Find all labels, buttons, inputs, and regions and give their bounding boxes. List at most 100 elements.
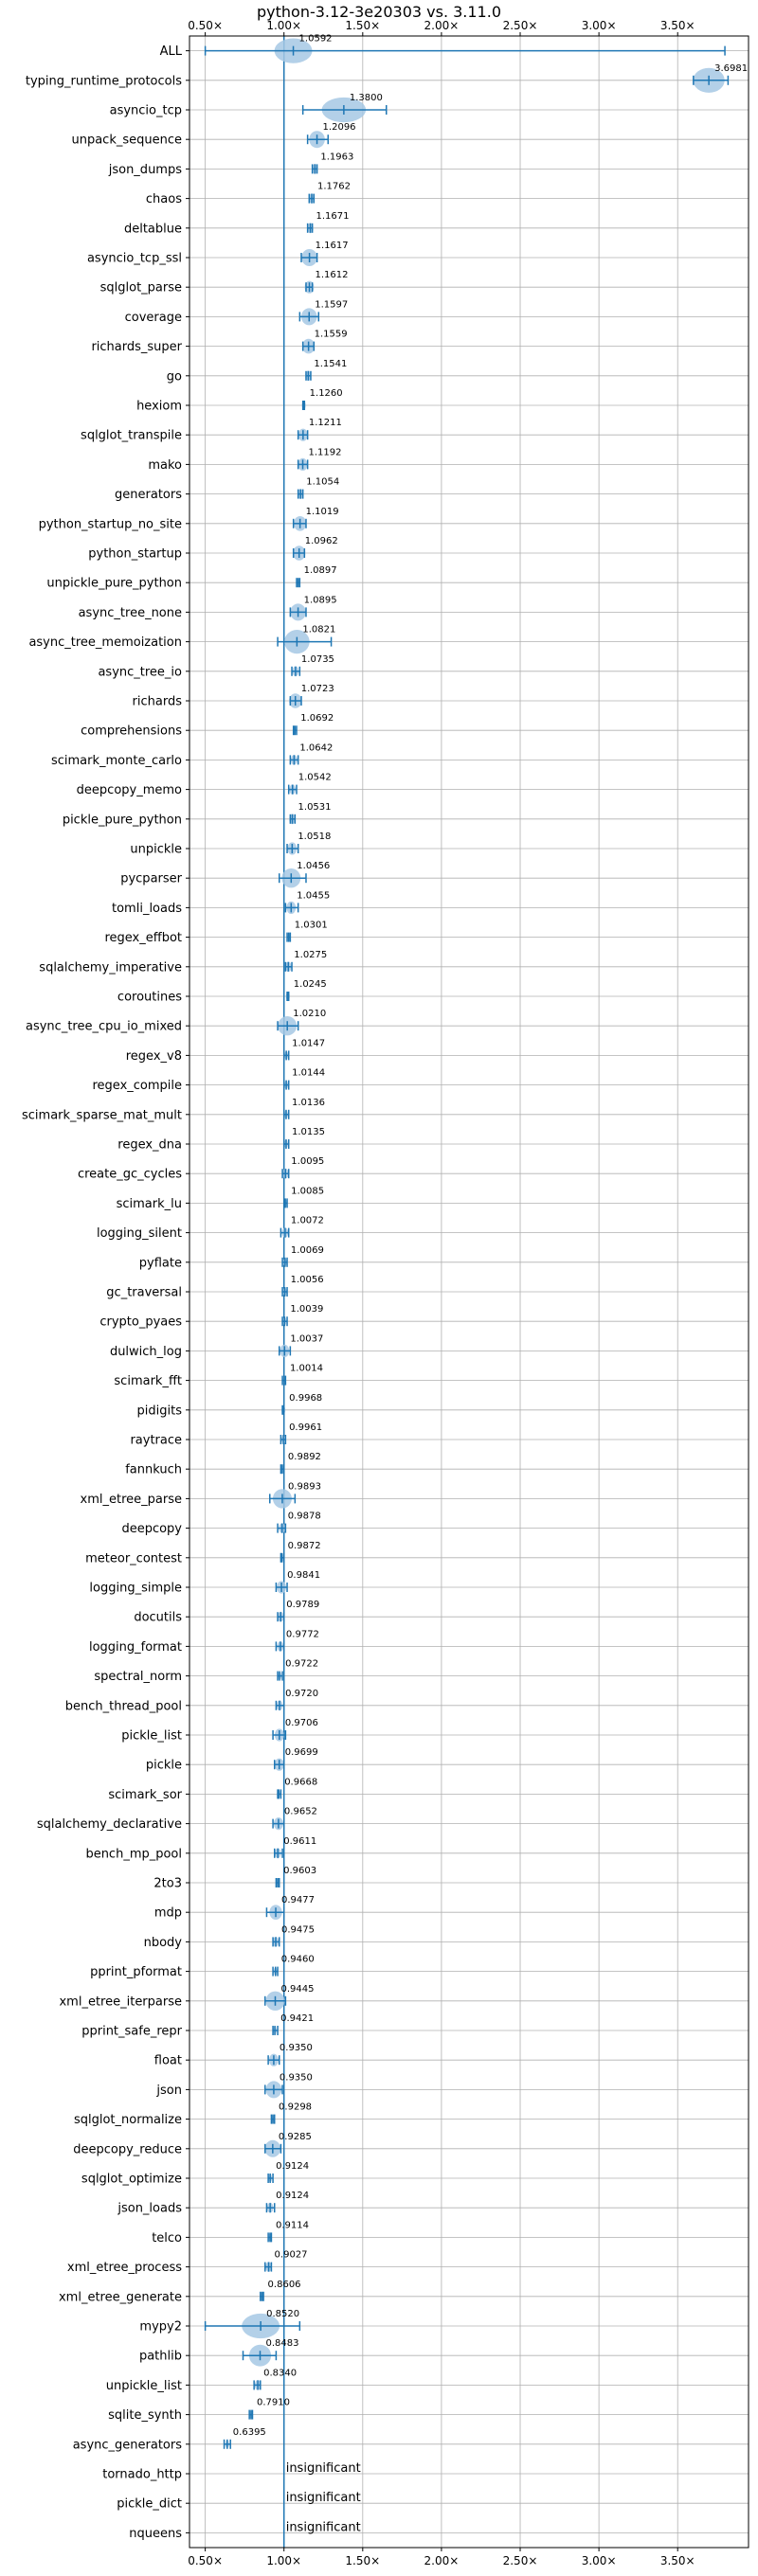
value-label: 1.1211 — [309, 418, 342, 428]
category-label: telco — [152, 2231, 182, 2245]
category-label: regex_compile — [92, 1079, 182, 1093]
category-label: richards — [133, 695, 183, 709]
category-label: tomli_loads — [112, 902, 182, 916]
value-label: 1.1054 — [306, 477, 339, 488]
insignificant-label: insignificant — [286, 2520, 361, 2534]
value-label: 0.9475 — [281, 1924, 315, 1935]
category-label: async_tree_cpu_io_mixed — [26, 1020, 182, 1034]
category-label: xml_etree_parse — [81, 1493, 182, 1507]
category-label: logging_simple — [89, 1582, 182, 1596]
value-label: 1.0072 — [291, 1216, 324, 1226]
value-label: 1.1612 — [316, 270, 349, 280]
value-label: 1.0069 — [291, 1245, 324, 1256]
x-tick-label-bottom: 3.00× — [582, 2554, 617, 2567]
value-label: 0.9841 — [287, 1570, 320, 1581]
value-label: 1.0039 — [290, 1304, 323, 1315]
value-label: 1.0037 — [290, 1333, 323, 1344]
category-label: crypto_pyaes — [99, 1315, 182, 1330]
category-label: regex_effbot — [104, 931, 182, 945]
category-label: typing_runtime_protocols — [26, 74, 182, 88]
category-label: nqueens — [129, 2527, 182, 2541]
category-label: asyncio_tcp — [110, 104, 182, 118]
value-label: 1.1019 — [306, 507, 339, 517]
x-tick-label-top: 2.50× — [503, 19, 538, 32]
category-label: pickle_dict — [117, 2497, 182, 2512]
category-label: xml_etree_process — [67, 2261, 182, 2275]
category-label: scimark_lu — [117, 1197, 182, 1211]
x-tick-label-bottom: 3.50× — [660, 2554, 695, 2567]
x-tick-label-bottom: 2.00× — [424, 2554, 460, 2567]
value-label: 0.9893 — [288, 1481, 321, 1492]
value-label: 1.2096 — [323, 122, 356, 133]
category-label: mypy2 — [139, 2320, 182, 2334]
value-label: 0.8520 — [266, 2309, 299, 2319]
value-label: 1.1617 — [316, 241, 349, 251]
value-label: 0.8340 — [263, 2368, 297, 2378]
value-label: 1.0642 — [299, 742, 333, 753]
x-tick-label-bottom: 2.50× — [503, 2554, 538, 2567]
category-label: scimark_sparse_mat_mult — [22, 1108, 182, 1122]
grid-layer — [190, 36, 749, 2548]
category-label: coverage — [125, 311, 182, 325]
value-label: 1.0245 — [294, 979, 327, 990]
category-label: go — [167, 369, 182, 384]
x-tick-label-bottom: 1.00× — [266, 2554, 301, 2567]
category-label: sqlglot_optimize — [81, 2173, 182, 2187]
value-label: 1.1597 — [315, 299, 348, 310]
value-label: 1.1260 — [310, 388, 343, 399]
value-label: 1.0014 — [290, 1364, 323, 1374]
category-label: create_gc_cycles — [78, 1168, 182, 1182]
category-label: async_tree_none — [79, 606, 182, 620]
value-label: 0.9878 — [288, 1512, 321, 1522]
x-tick-label-top: 3.00× — [582, 19, 617, 32]
category-label: logging_silent — [97, 1226, 182, 1241]
value-label: 1.1762 — [317, 182, 351, 192]
category-label: mako — [148, 458, 182, 473]
category-label: scimark_monte_carlo — [51, 754, 182, 768]
category-label: mdp — [154, 1906, 182, 1921]
value-label: 1.0135 — [292, 1127, 325, 1137]
value-label: 1.0821 — [302, 625, 335, 635]
category-label: unpickle_pure_python — [46, 577, 182, 591]
category-label: sqlalchemy_declarative — [37, 1817, 182, 1832]
category-label: pickle_pure_python — [63, 813, 182, 827]
category-label: deltablue — [124, 222, 182, 236]
marks-layer — [204, 36, 730, 2548]
category-label: pprint_safe_repr — [81, 2025, 182, 2039]
value-label: 1.0735 — [301, 654, 334, 665]
value-label: 1.0962 — [305, 536, 338, 546]
category-label: unpickle_list — [106, 2379, 182, 2393]
category-label: python_startup_no_site — [39, 517, 182, 531]
value-label: 1.0147 — [292, 1038, 325, 1048]
value-label: 0.6395 — [233, 2427, 266, 2438]
category-label: python_startup — [88, 547, 182, 562]
category-label: unpickle — [130, 843, 182, 857]
category-label: ALL — [160, 45, 183, 59]
category-label: unpack_sequence — [71, 134, 182, 148]
value-label: 1.0895 — [304, 595, 337, 605]
category-label: regex_dna — [117, 1138, 182, 1153]
value-label: 1.1541 — [314, 359, 347, 369]
value-label: 0.9699 — [285, 1747, 318, 1758]
value-label: 1.0144 — [292, 1068, 325, 1079]
value-label: 0.9892 — [288, 1452, 321, 1462]
category-label: pidigits — [137, 1404, 183, 1418]
value-label: 0.9968 — [289, 1393, 322, 1404]
category-label: sqlite_synth — [108, 2408, 182, 2423]
category-label: spectral_norm — [94, 1670, 182, 1684]
value-label: 0.9872 — [288, 1541, 321, 1551]
value-label: 0.9124 — [276, 2161, 309, 2172]
value-label: 0.9460 — [281, 1955, 315, 1965]
value-label: 0.9027 — [275, 2250, 308, 2261]
category-label: pyflate — [139, 1256, 182, 1270]
value-label: 0.9421 — [280, 2013, 314, 2024]
category-label: fannkuch — [125, 1463, 182, 1477]
value-label: 0.9445 — [280, 1984, 314, 1995]
category-label: 2to3 — [153, 1877, 182, 1891]
category-label: json — [155, 2084, 182, 2098]
category-label: dulwich_log — [110, 1345, 182, 1359]
category-label: pickle_list — [121, 1729, 182, 1744]
value-label: 1.1963 — [320, 152, 353, 162]
